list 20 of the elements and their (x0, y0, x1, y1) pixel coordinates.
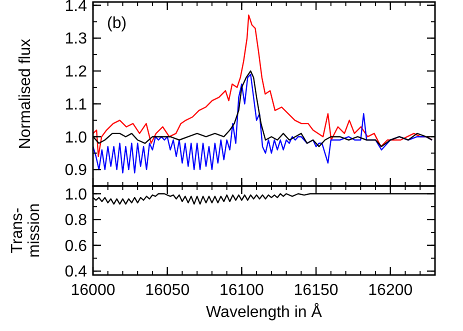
y-axis-title: Normalised flux (17, 38, 34, 150)
x-tick-label: 16200 (368, 282, 413, 299)
line-series (93, 14, 433, 158)
y-tick-label: 1.1 (64, 96, 88, 114)
y-tick-label: 0.8 (64, 212, 88, 230)
y-tick-label: 1.3 (64, 30, 88, 48)
x-tick-label: 16100 (219, 282, 264, 299)
y-tick-label: 1.2 (64, 64, 88, 81)
x-tick-label: 16050 (145, 282, 190, 299)
y-tick-label: 0.9 (64, 162, 88, 180)
x-tick-label: 16000 (70, 282, 116, 299)
y-tick-label: 1.0 (64, 129, 88, 146)
x-tick-label: 16150 (294, 282, 338, 299)
y-axis-title: Trans- mission (9, 203, 43, 258)
y-tick-label: 1.4 (64, 0, 88, 15)
x-axis-title: Wavelength in Å (206, 303, 322, 321)
annotation: (b) (107, 15, 127, 32)
y-tick-label: 1.0 (64, 186, 88, 204)
y-tick-label: 0.4 (64, 264, 88, 281)
y-tick-label: 0.6 (64, 238, 88, 255)
